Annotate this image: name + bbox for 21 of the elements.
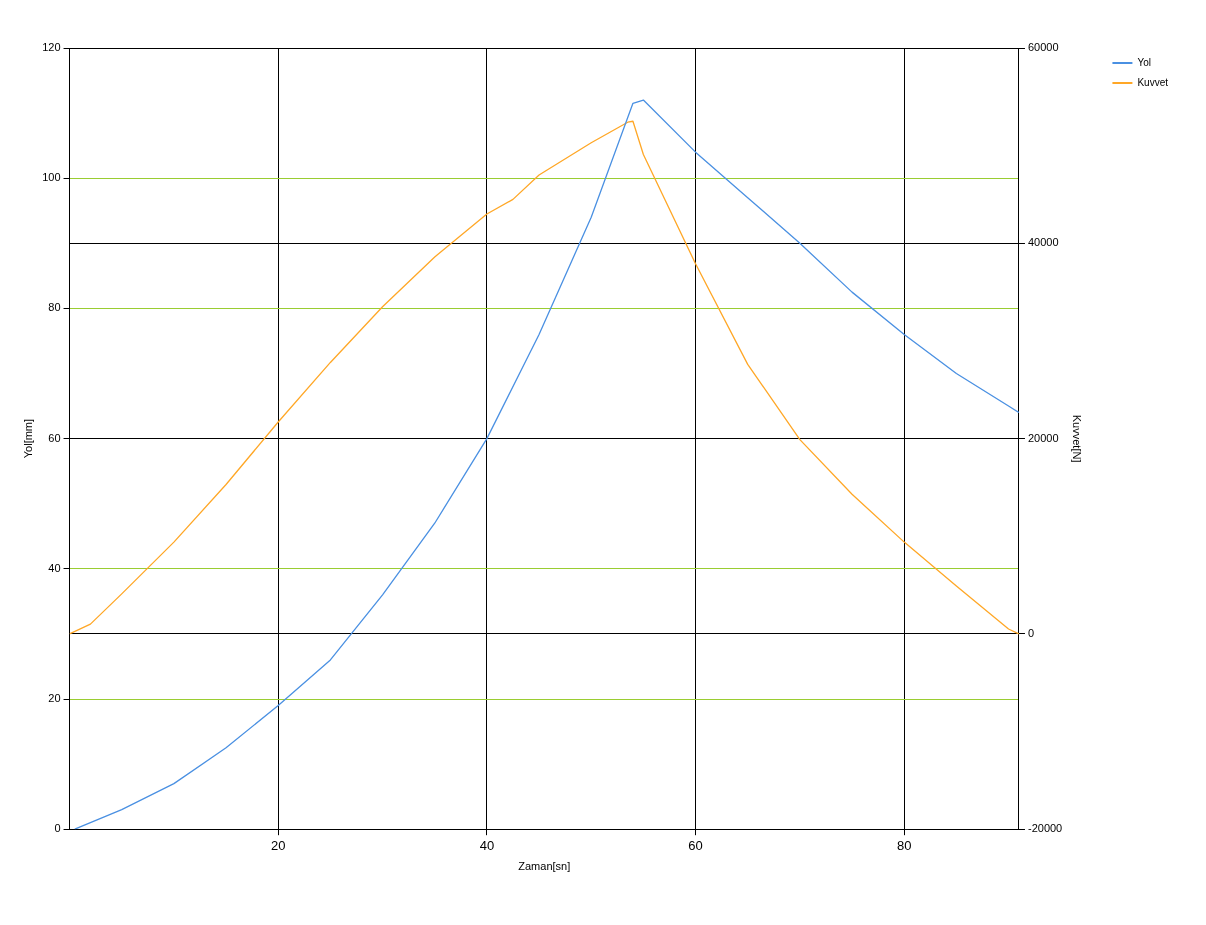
x-tick-label: 40	[479, 837, 495, 853]
y-axis-title: Yol[mm]	[21, 418, 34, 459]
x-tick-label: 80	[896, 837, 912, 853]
y-tick-label: 80	[48, 301, 61, 314]
x-tick-label: 60	[688, 837, 703, 853]
y-tick-label: 0	[54, 822, 61, 835]
y-tick-label: 60	[48, 431, 61, 444]
y2-tick-label: -20000	[1027, 822, 1063, 835]
legend-label: Kuvvet	[1137, 76, 1169, 88]
y2-tick-label: 0	[1027, 626, 1035, 639]
y2-axis-title: Kuvvet[N]	[1070, 414, 1083, 463]
y-tick-label: 120	[42, 41, 61, 54]
x-tick-label: 20	[270, 837, 286, 853]
y2-tick-label: 60000	[1027, 41, 1059, 54]
y-tick-label: 20	[48, 692, 61, 705]
legend-label: Yol	[1137, 56, 1151, 68]
y2-tick-label: 40000	[1027, 236, 1059, 249]
y2-tick-label: 20000	[1027, 431, 1059, 444]
y-tick-label: 100	[42, 171, 61, 184]
x-axis-title: Zaman[sn]	[518, 860, 571, 873]
y-tick-label: 40	[48, 561, 61, 574]
